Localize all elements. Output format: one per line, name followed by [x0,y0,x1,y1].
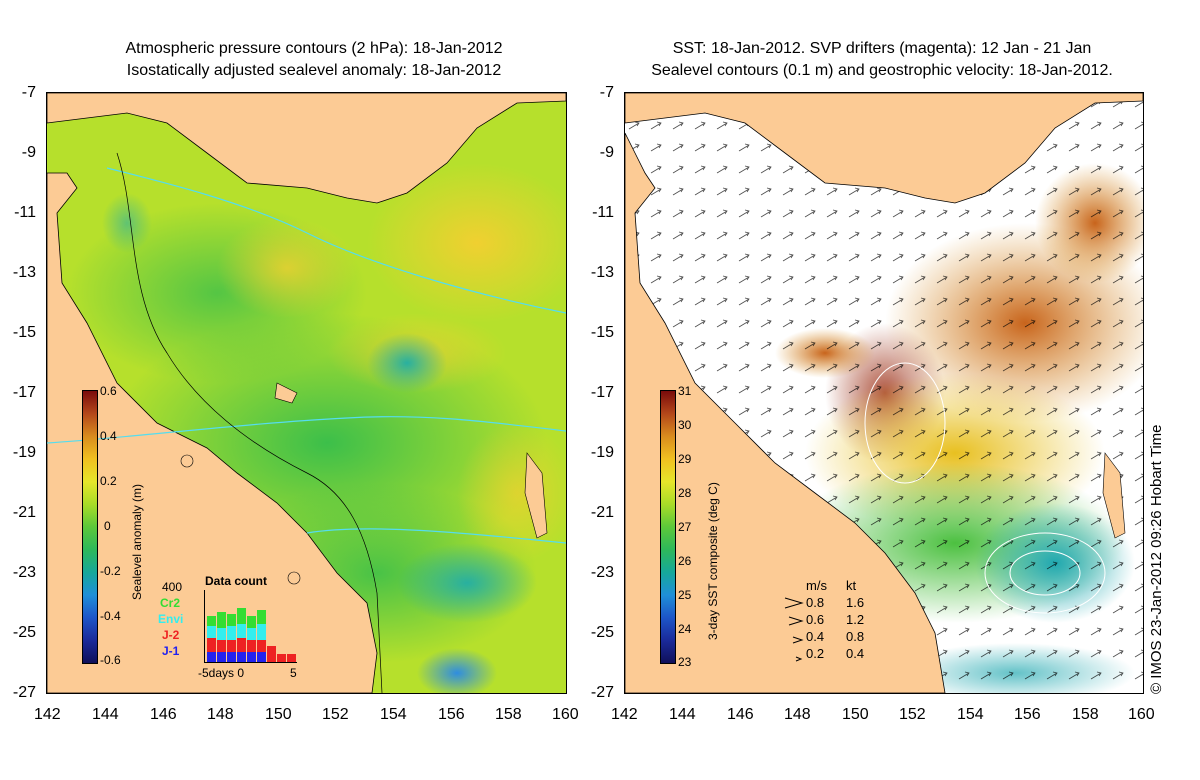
left-title-line2: Isostatically adjusted sealevel anomaly:… [126,62,502,79]
right-x-tick: 144 [669,706,696,723]
left-y-tick: -25 [12,624,36,641]
velocity-legend-kt: 1.6 [846,595,865,610]
right-title-line1: SST: 18-Jan-2012. SVP drifters (magenta)… [672,40,1092,57]
left-y-tick: -19 [12,444,36,461]
velocity-legend-kt: 1.2 [846,612,865,627]
sst-colorbar-tick: 27 [678,520,692,534]
left-y-tick: -15 [12,324,36,341]
velocity-legend-arrow-icon [792,632,804,650]
sst-colorbar [660,390,676,664]
data-count-max: 400 [162,580,183,594]
data-count-x-end: 5 [290,666,297,680]
right-y-tick: -17 [590,384,614,401]
left-y-tick: -17 [12,384,36,401]
left-x-tick: 150 [265,706,292,723]
left-x-tick: 146 [150,706,177,723]
velocity-legend-header-kt: kt [846,578,857,593]
data-count-title: Data count [205,574,268,588]
sealevel-colorbar-tick: -0.6 [100,653,121,667]
left-x-tick: 160 [552,706,579,723]
left-y-tick: -23 [12,564,36,581]
velocity-legend-ms: 0.4 [806,629,825,644]
sst-colorbar-tick: 28 [678,486,692,500]
sealevel-colorbar [82,390,98,664]
imos-credit: © IMOS 23-Jan-2012 09:26 Hobart Time [1148,424,1165,694]
right-x-tick: 146 [727,706,754,723]
sealevel-colorbar-tick: 0.2 [100,474,117,488]
right-x-tick: 154 [957,706,984,723]
right-x-tick: 150 [842,706,869,723]
sealevel-colorbar-tick: 0.6 [100,384,117,398]
sealevel-map-svg [47,93,566,693]
left-y-tick: -11 [14,204,36,221]
velocity-legend-arrow-icon [788,614,804,632]
right-y-tick: -19 [590,444,614,461]
sst-colorbar-tick: 30 [678,418,692,432]
satellite-cr2: Cr2 [160,596,181,610]
sealevel-colorbar-label: Sealevel anomaly (m) [130,483,144,600]
velocity-legend-header-ms: m/s [806,578,827,593]
sealevel-colorbar-tick: -0.4 [100,609,121,623]
right-x-tick: 160 [1128,706,1155,723]
right-y-tick: -21 [590,504,614,521]
sst-map-svg [625,93,1143,693]
data-count-x-label: -5days 0 [198,666,245,680]
left-x-tick: 158 [495,706,522,723]
data-count-chart [204,590,297,663]
sealevel-anomaly-map [46,92,567,694]
velocity-legend-kt: 0.4 [846,646,865,661]
right-x-tick: 148 [784,706,811,723]
sealevel-colorbar-tick: -0.2 [100,564,121,578]
sst-colorbar-label: 3-day SST composite (deg C) [706,482,720,640]
left-x-tick: 142 [34,706,61,723]
velocity-legend-ms: 0.8 [806,595,825,610]
right-y-tick: -11 [592,204,614,221]
left-y-tick: -9 [21,144,36,161]
left-x-tick: 152 [322,706,349,723]
satellite-j2: J-2 [162,628,180,642]
left-y-tick: -7 [21,84,36,101]
left-x-tick: 144 [92,706,119,723]
velocity-legend-arrow-icon [795,650,803,668]
right-x-tick: 158 [1072,706,1099,723]
left-y-tick: -21 [12,504,36,521]
left-x-tick: 148 [207,706,234,723]
sst-colorbar-tick: 24 [678,622,692,636]
sst-colorbar-tick: 26 [678,554,692,568]
right-y-tick: -25 [590,624,614,641]
left-title-line1: Atmospheric pressure contours (2 hPa): 1… [125,40,503,57]
right-y-tick: -13 [590,264,614,281]
sealevel-colorbar-tick: 0.4 [100,429,117,443]
right-y-tick: -15 [590,324,614,341]
right-y-tick: -9 [599,144,614,161]
sst-colorbar-tick: 23 [678,655,692,669]
sst-colorbar-tick: 25 [678,588,692,602]
left-x-tick: 154 [380,706,407,723]
right-y-tick: -27 [590,684,614,701]
sst-colorbar-tick: 31 [678,384,692,398]
satellite-envi: Envi [158,612,184,626]
right-x-tick: 156 [1014,706,1041,723]
right-x-tick: 142 [611,706,638,723]
left-y-tick: -13 [12,264,36,281]
velocity-legend-arrow-icon [784,596,804,615]
velocity-legend-ms: 0.2 [806,646,825,661]
left-x-tick: 156 [438,706,465,723]
right-x-tick: 152 [899,706,926,723]
right-title-line2: Sealevel contours (0.1 m) and geostrophi… [651,62,1113,79]
sst-map [624,92,1144,694]
sealevel-colorbar-tick: 0 [104,519,111,533]
right-y-tick: -23 [590,564,614,581]
velocity-legend-kt: 0.8 [846,629,865,644]
left-y-tick: -27 [12,684,36,701]
right-y-tick: -7 [599,84,614,101]
satellite-j1: J-1 [162,644,180,658]
data-count-bars [207,608,296,662]
velocity-legend-ms: 0.6 [806,612,825,627]
sst-colorbar-tick: 29 [678,452,692,466]
